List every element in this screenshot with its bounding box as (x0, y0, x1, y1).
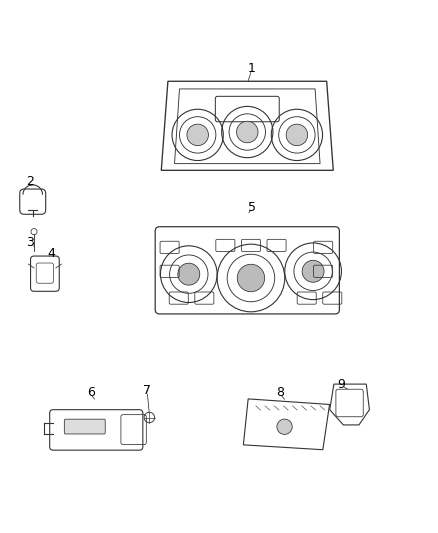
Circle shape (187, 124, 208, 146)
Circle shape (277, 419, 292, 434)
Circle shape (237, 264, 265, 292)
Text: 9: 9 (337, 377, 345, 391)
Text: 4: 4 (47, 247, 55, 260)
Text: 8: 8 (276, 386, 284, 399)
Text: 3: 3 (26, 236, 34, 249)
Text: 1: 1 (248, 62, 256, 75)
Text: 5: 5 (247, 201, 256, 214)
Circle shape (237, 122, 258, 143)
Text: 2: 2 (26, 175, 34, 188)
Circle shape (178, 263, 200, 285)
FancyBboxPatch shape (64, 419, 105, 434)
Circle shape (302, 260, 324, 282)
Circle shape (286, 124, 307, 146)
Text: 6: 6 (87, 386, 95, 399)
Text: 7: 7 (143, 384, 151, 397)
